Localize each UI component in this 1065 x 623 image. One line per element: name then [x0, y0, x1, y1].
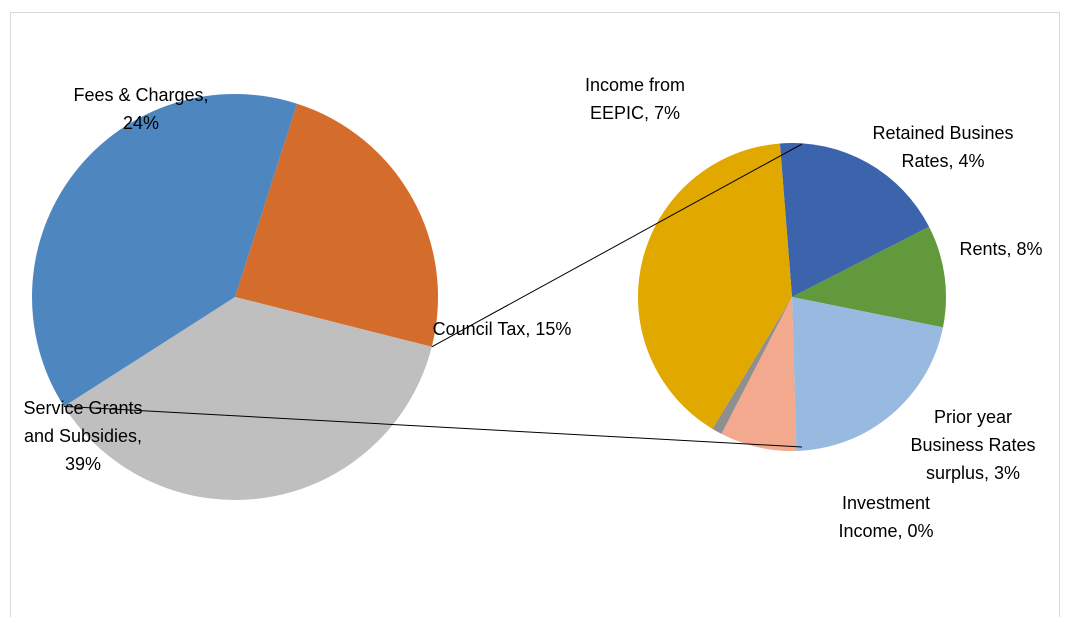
- secondary-pie-slice-investment: [712, 297, 792, 434]
- secondary-label-prior-year: Prior year Business Rates surplus, 3%: [910, 407, 1035, 483]
- secondary-pie-slice-council-tax-15: [638, 143, 792, 429]
- pie-of-pie-chart: Fees & Charges, 24% Council Tax, 15% Servic…: [23, 75, 1042, 541]
- primary-label-council-tax-15: Council Tax, 15%: [433, 319, 572, 339]
- secondary-pie-slice-income-from: [779, 142, 930, 297]
- secondary-label-income-from: Income from EEPIC, 7%: [585, 75, 685, 123]
- connector-line-top: [431, 143, 803, 348]
- secondary-label-rents-8: Rents, 8%: [959, 239, 1042, 259]
- primary-label-fees-charges: Fees & Charges, 24%: [73, 85, 208, 133]
- primary-pie-slice-fees-charges: [235, 103, 439, 347]
- primary-pie-slice-council-tax-15: [63, 297, 432, 501]
- secondary-pie-slice-prior-year: [721, 297, 797, 452]
- chart-area: Fees & Charges, 24% Council Tax, 15% Servic…: [10, 12, 1060, 617]
- primary-pie-slice-service-grants: [31, 94, 298, 407]
- connector-line-bottom: [63, 405, 803, 448]
- secondary-label-retained-busines: Retained Busines Rates, 4%: [872, 123, 1013, 171]
- secondary-label-investment: Investment Income, 0%: [838, 493, 933, 541]
- primary-label-service-grants: Service Grants and Subsidies, 39%: [23, 398, 142, 474]
- secondary-pie-slice-retained-busines: [792, 226, 946, 328]
- secondary-pie-slice-rents-8: [792, 297, 943, 451]
